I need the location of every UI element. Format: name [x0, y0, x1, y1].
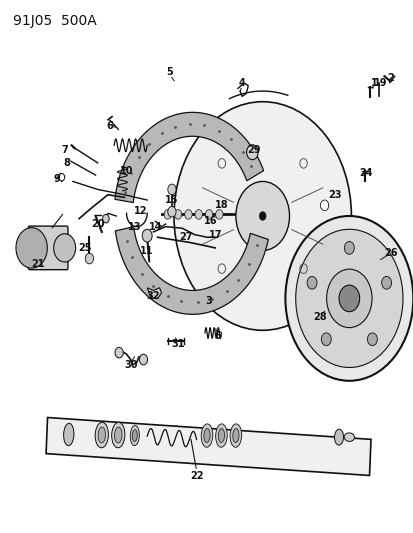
Text: 11: 11 — [140, 246, 154, 255]
Text: 10: 10 — [119, 166, 133, 176]
Polygon shape — [115, 227, 268, 314]
Circle shape — [115, 348, 123, 358]
Circle shape — [59, 173, 64, 181]
Circle shape — [184, 209, 192, 219]
Text: 91J05  500A: 91J05 500A — [13, 14, 97, 28]
Text: 25: 25 — [78, 243, 92, 253]
Text: 30: 30 — [123, 360, 137, 370]
Circle shape — [295, 229, 402, 368]
Circle shape — [367, 333, 376, 345]
Circle shape — [246, 145, 258, 160]
Circle shape — [320, 333, 330, 345]
Ellipse shape — [230, 424, 241, 447]
Text: 7: 7 — [61, 144, 68, 155]
Ellipse shape — [130, 425, 139, 446]
Circle shape — [167, 206, 176, 217]
Circle shape — [326, 269, 371, 328]
Circle shape — [139, 354, 147, 365]
Ellipse shape — [218, 429, 224, 442]
Ellipse shape — [95, 422, 108, 448]
Circle shape — [285, 216, 412, 381]
Ellipse shape — [112, 422, 125, 448]
Ellipse shape — [98, 427, 105, 443]
Circle shape — [85, 253, 93, 264]
Text: 15: 15 — [165, 195, 178, 205]
Circle shape — [167, 184, 176, 195]
Circle shape — [320, 200, 328, 211]
Text: 20: 20 — [91, 219, 104, 229]
Circle shape — [142, 229, 152, 242]
Text: 19: 19 — [373, 78, 386, 88]
Ellipse shape — [343, 433, 354, 441]
Text: 9: 9 — [53, 174, 59, 184]
FancyBboxPatch shape — [28, 226, 68, 270]
Text: 6: 6 — [107, 120, 113, 131]
Ellipse shape — [64, 423, 74, 446]
Circle shape — [205, 209, 212, 219]
Polygon shape — [147, 288, 161, 298]
Text: 18: 18 — [214, 200, 228, 211]
Circle shape — [381, 277, 391, 289]
Circle shape — [259, 212, 266, 220]
Text: 6: 6 — [214, 330, 220, 341]
Text: 27: 27 — [179, 232, 192, 243]
Circle shape — [174, 209, 181, 219]
Text: 1: 1 — [370, 78, 377, 88]
Text: 24: 24 — [358, 168, 372, 179]
Circle shape — [102, 214, 109, 223]
Ellipse shape — [132, 430, 137, 441]
Text: 32: 32 — [146, 290, 160, 301]
Text: 4: 4 — [238, 78, 245, 88]
Ellipse shape — [232, 429, 238, 442]
Text: 12: 12 — [134, 206, 147, 216]
Text: 21: 21 — [31, 259, 45, 269]
Circle shape — [195, 209, 202, 219]
Text: 28: 28 — [313, 312, 327, 322]
Text: 8: 8 — [63, 158, 70, 168]
Text: 13: 13 — [128, 222, 141, 232]
Text: 22: 22 — [190, 472, 203, 481]
Ellipse shape — [114, 427, 122, 443]
Text: 3: 3 — [205, 296, 212, 306]
Text: 5: 5 — [166, 68, 173, 77]
Ellipse shape — [334, 429, 343, 445]
Polygon shape — [46, 417, 370, 475]
Ellipse shape — [201, 424, 212, 447]
Circle shape — [54, 234, 76, 262]
Circle shape — [344, 241, 354, 254]
Circle shape — [215, 209, 223, 219]
Text: 2: 2 — [386, 73, 393, 83]
Ellipse shape — [215, 424, 227, 447]
Polygon shape — [115, 112, 263, 203]
Circle shape — [16, 228, 47, 268]
Text: 23: 23 — [328, 190, 341, 200]
Text: 14: 14 — [148, 222, 162, 232]
Text: 17: 17 — [208, 230, 221, 240]
Circle shape — [306, 277, 316, 289]
Text: 16: 16 — [204, 216, 217, 227]
Text: 26: 26 — [383, 248, 396, 258]
Circle shape — [338, 285, 359, 312]
Circle shape — [235, 181, 289, 251]
Text: 31: 31 — [171, 338, 185, 349]
Ellipse shape — [204, 429, 209, 442]
Text: 29: 29 — [247, 144, 261, 155]
Circle shape — [164, 209, 171, 219]
Circle shape — [173, 102, 351, 330]
